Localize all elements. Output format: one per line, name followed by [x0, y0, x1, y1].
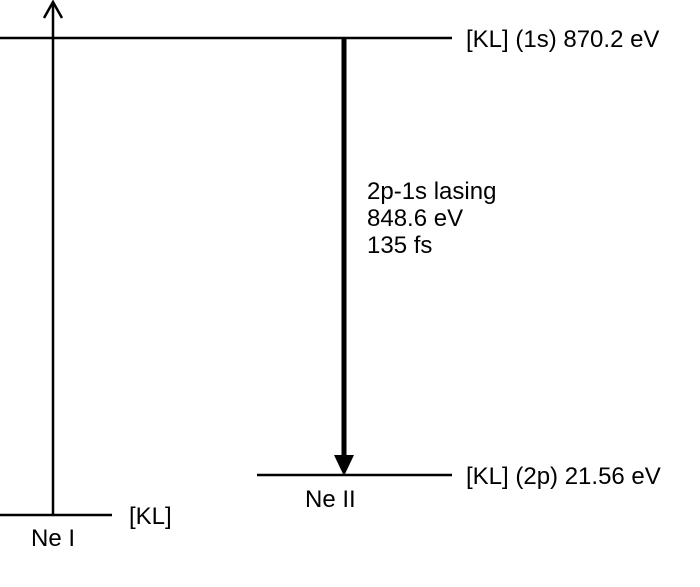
species-label: Ne I [31, 525, 75, 552]
species-label: Ne II [305, 486, 356, 513]
level-label: [KL] [129, 503, 172, 530]
level-label: [KL] (1s) 870.2 eV [466, 26, 659, 53]
transition-label: 2p-1s lasing [367, 178, 496, 205]
arrow-head [42, 0, 64, 19]
transition-label: 135 fs [367, 232, 432, 259]
level-label: [KL] (2p) 21.56 eV [466, 463, 661, 490]
arrow-head [334, 455, 354, 476]
transition-label: 848.6 eV [367, 205, 463, 232]
